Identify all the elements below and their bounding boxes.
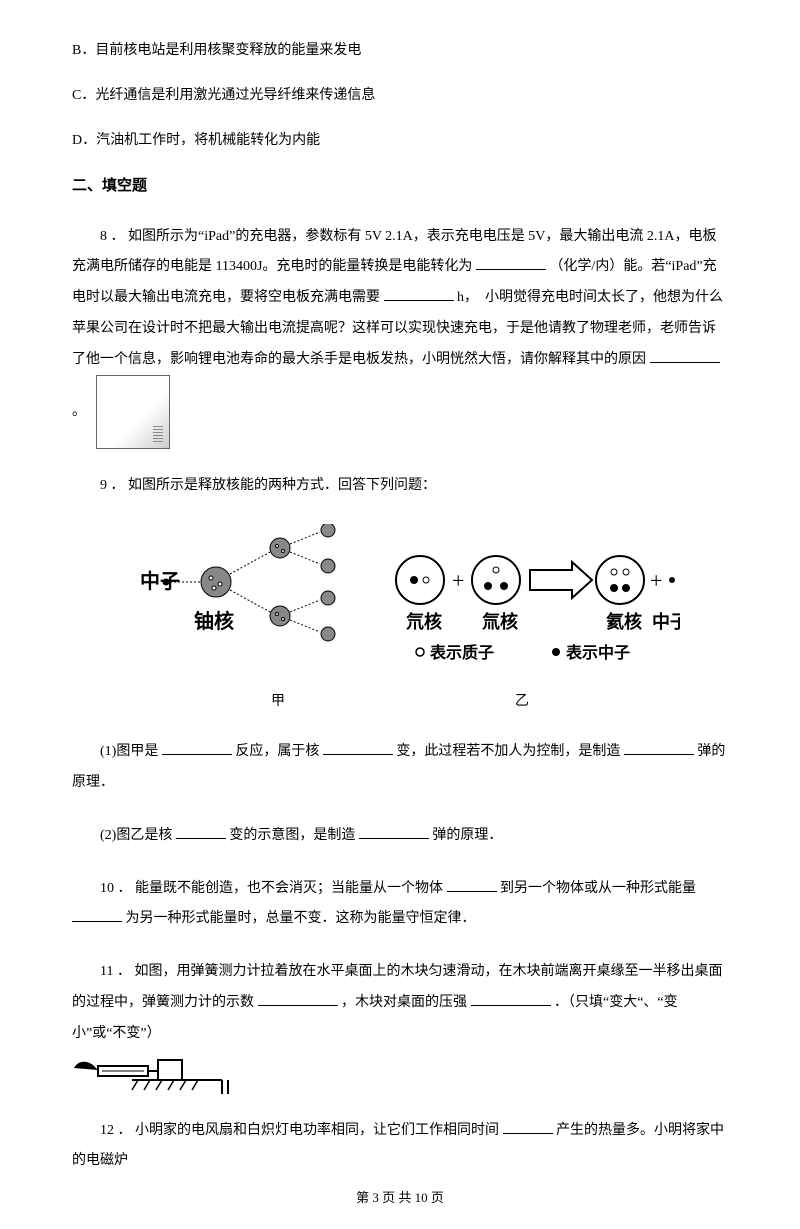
q8-num: 8 ． [100, 229, 125, 244]
fig-caption: 甲 乙 [120, 690, 680, 711]
q9-blank-5 [359, 823, 429, 838]
q9-num: 9 ． [100, 478, 125, 493]
q9-s1a: (1)图甲是 [100, 744, 158, 759]
q11-blank-2 [471, 991, 551, 1006]
q9-intro: 如图所示是释放核能的两种方式．回答下列问题： [128, 478, 436, 493]
q9-sub2: (2)图乙是核 变的示意图，是制造 弹的原理． [72, 821, 728, 852]
q12-num: 12 ． [100, 1123, 132, 1138]
label-trit: 氚核 [482, 611, 518, 632]
q12-blank-1 [503, 1118, 553, 1133]
charger-image [96, 375, 170, 449]
q11-blank-1 [258, 991, 338, 1006]
q10-t2: 到另一个物体或从一种形式能量 [500, 881, 696, 896]
q10-t1: 能量既不能创造，也不会消灭；当能量从一个物体 [135, 881, 443, 896]
nuclear-figure: 中子 铀核 + + 氘核 氚核 氦核 中子 表示质子 表示中子 甲 乙 [120, 524, 680, 711]
option-d-text: D．汽油机工作时，将机械能转化为内能 [72, 133, 320, 148]
q9-blank-4 [176, 823, 226, 838]
question-9-intro: 9 ． 如图所示是释放核能的两种方式．回答下列问题： [72, 471, 728, 502]
key-proton: 表示质子 [429, 643, 494, 662]
svg-text:+: + [452, 568, 464, 593]
caption-jia: 甲 [158, 690, 398, 711]
label-neutron-r: 中子 [652, 611, 680, 632]
caption-yi: 乙 [402, 690, 642, 711]
label-uranium: 铀核 [194, 609, 234, 633]
q8-blank-1 [476, 255, 546, 270]
q9-s1c: 变，此过程若不加人为控制，是制造 [396, 744, 620, 759]
q9-s2a: (2)图乙是核 [100, 828, 172, 843]
q8-blank-3 [650, 347, 720, 362]
section-2-title: 二、填空题 [72, 175, 728, 198]
option-b: B．目前核电站是利用核聚变释放的能量来发电 [72, 40, 728, 61]
q11-num: 11 ． [100, 964, 131, 979]
question-10: 10 ． 能量既不能创造，也不会消灭；当能量从一个物体 到另一个物体或从一种形式… [72, 874, 728, 936]
key-neutron: 表示中子 [565, 643, 630, 662]
question-8: 8 ． 如图所示为“iPad”的充电器，参数标有 5V 2.1A，表示充电电压是… [72, 222, 728, 450]
q10-blank-1 [447, 876, 497, 891]
question-12: 12 ． 小明家的电风扇和白炽灯电功率相同，让它们工作相同时间 产生的热量多。小… [72, 1116, 728, 1178]
q9-blank-3 [624, 740, 694, 755]
q10-blank-2 [72, 907, 122, 922]
q10-t3: 为另一种形式能量时，总量不变．这称为能量守恒定律． [126, 911, 476, 926]
label-neutron-l: 中子 [140, 569, 180, 593]
option-b-text: B．目前核电站是利用核聚变释放的能量来发电 [72, 43, 361, 58]
q9-s2b: 变的示意图，是制造 [229, 828, 355, 843]
q9-s2c: 弹的原理． [432, 828, 502, 843]
q9-s1b: 反应，属于核 [235, 744, 319, 759]
q9-blank-2 [323, 740, 393, 755]
option-d: D．汽油机工作时，将机械能转化为内能 [72, 130, 728, 151]
q11-t2: ，木块对桌面的压强 [341, 995, 467, 1010]
q9-blank-1 [162, 740, 232, 755]
question-11: 11 ． 如图，用弹簧测力计拉着放在水平桌面上的木块匀速滑动，在木块前端离开桌缘… [72, 957, 728, 1093]
q8-t4: 。 [72, 405, 86, 420]
page-footer: 第 3 页 共 10 页 [0, 1188, 800, 1208]
q12-t1: 小明家的电风扇和白炽灯电功率相同，让它们工作相同时间 [135, 1123, 499, 1138]
svg-text:+: + [650, 568, 662, 593]
q9-sub1: (1)图甲是 反应，属于核 变，此过程若不加人为控制，是制造 弹的原理． [72, 737, 728, 799]
label-deut: 氘核 [406, 611, 442, 632]
spring-figure [72, 1054, 242, 1094]
q10-num: 10 ． [100, 881, 132, 896]
label-he: 氦核 [606, 611, 642, 632]
option-c: C．光纤通信是利用激光通过光导纤维来传递信息 [72, 85, 728, 106]
option-c-text: C．光纤通信是利用激光通过光导纤维来传递信息 [72, 88, 375, 103]
q8-blank-2 [384, 286, 454, 301]
